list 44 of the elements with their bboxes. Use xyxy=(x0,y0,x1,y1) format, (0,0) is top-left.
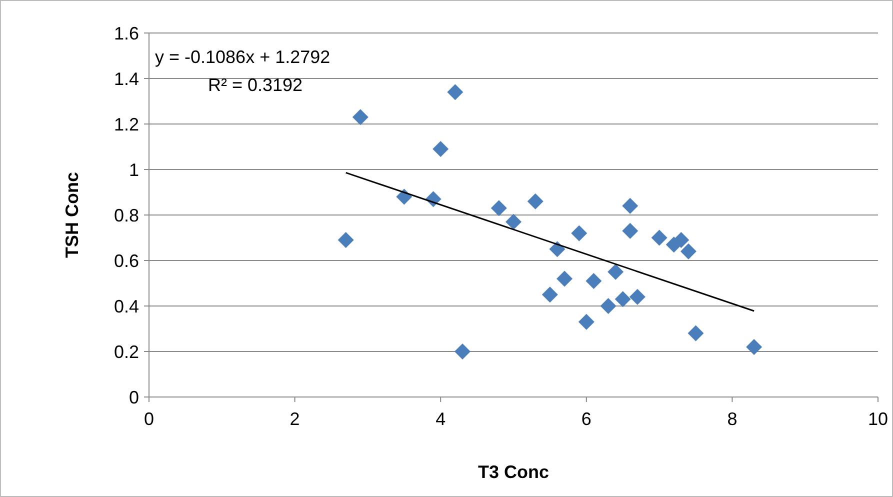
x-axis-title: T3 Conc xyxy=(478,462,550,482)
point xyxy=(608,264,624,280)
point xyxy=(432,141,449,158)
y-tick-label: 0.2 xyxy=(114,342,139,362)
x-tick-label: 2 xyxy=(290,409,300,429)
x-tick-label: 0 xyxy=(144,409,154,429)
point xyxy=(527,193,544,210)
point xyxy=(673,232,690,248)
point xyxy=(549,241,566,258)
x-tick-label: 4 xyxy=(436,409,446,429)
point xyxy=(490,200,507,216)
point xyxy=(614,291,631,308)
point xyxy=(746,338,762,355)
point xyxy=(651,230,668,246)
y-axis-title: TSH Conc xyxy=(62,172,82,258)
point xyxy=(352,109,368,126)
y-tick-label: 0.4 xyxy=(114,296,139,316)
point xyxy=(454,344,470,360)
point xyxy=(578,314,594,330)
point xyxy=(542,286,558,303)
point xyxy=(338,232,354,248)
point xyxy=(600,298,616,314)
point xyxy=(506,214,522,230)
y-tick-label: 1.2 xyxy=(114,114,139,134)
point xyxy=(556,270,573,287)
y-tick-label: 1.6 xyxy=(114,23,139,44)
point xyxy=(571,225,588,242)
y-tick-label: 0.8 xyxy=(114,205,139,226)
point xyxy=(688,325,704,342)
point xyxy=(622,198,638,214)
point xyxy=(629,288,646,305)
point xyxy=(447,84,464,100)
point xyxy=(680,243,696,260)
y-tick-label: 1 xyxy=(128,160,139,180)
x-tick-label: 8 xyxy=(727,409,738,429)
y-tick-label: 0.6 xyxy=(114,250,139,271)
annotation: R² = 0.3192 xyxy=(208,75,303,95)
point xyxy=(586,272,602,289)
annotation: y = -0.1086x + 1.2792 xyxy=(155,47,330,67)
y-tick-label: 0 xyxy=(128,387,139,408)
point xyxy=(622,222,638,239)
x-tick-label: 6 xyxy=(581,409,592,429)
y-tick-label: 1.4 xyxy=(114,68,139,89)
x-tick-label: 10 xyxy=(868,409,888,429)
